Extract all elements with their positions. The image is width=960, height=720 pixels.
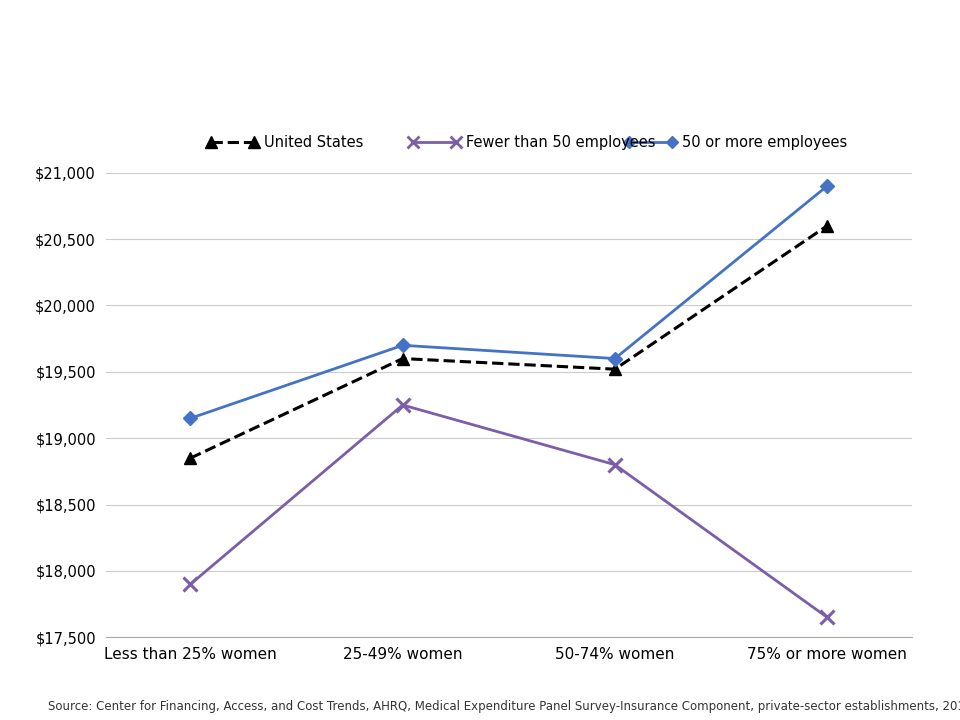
Text: Source: Center for Financing, Access, and Cost Trends, AHRQ, Medical Expenditure: Source: Center for Financing, Access, an… [48,700,960,713]
Text: 50 or more employees: 50 or more employees [682,135,847,150]
Text: United States: United States [264,135,364,150]
Text: by firm size and percentage women employees, 2018: by firm size and percentage women employ… [131,86,695,105]
Text: Fewer than 50 employees: Fewer than 50 employees [466,135,655,150]
Text: Figure 3. Average total family premium (in dollars) per enrolled employee,: Figure 3. Average total family premium (… [16,33,809,53]
